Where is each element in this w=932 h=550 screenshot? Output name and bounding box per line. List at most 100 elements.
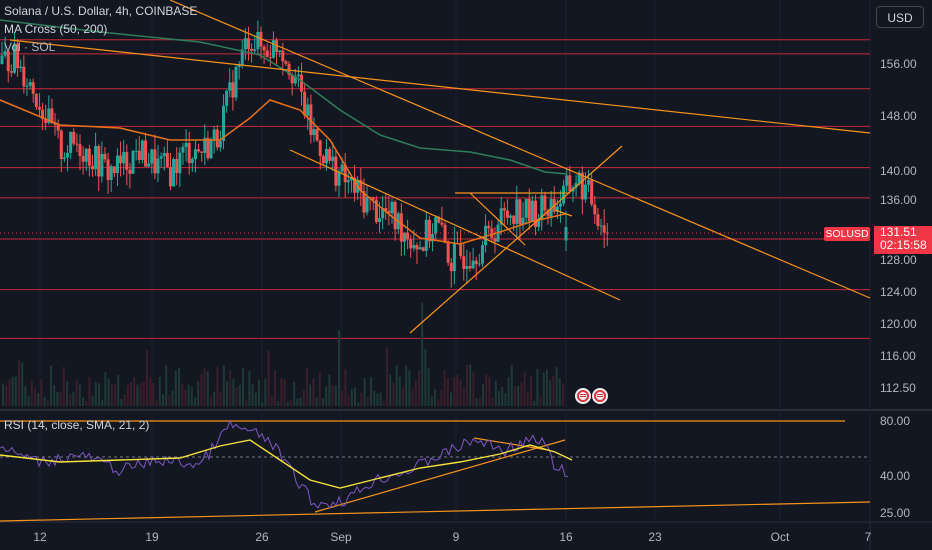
candle-body [477, 263, 481, 265]
volume-bar [475, 398, 478, 406]
price-axis-label: 116.00 [880, 349, 916, 363]
volume-bar [389, 374, 392, 406]
volume-bar [123, 394, 126, 406]
volume-bar [120, 399, 123, 406]
candle-body [168, 167, 172, 187]
volume-bar [162, 394, 164, 406]
price-axis-label: 140.00 [880, 164, 917, 178]
volume-bar [264, 378, 267, 406]
rsi-trend-line [314, 439, 566, 513]
volume-bar [222, 365, 225, 406]
volume-bar [370, 377, 372, 406]
flag-us-icon[interactable] [592, 388, 608, 404]
rsi-axis-label: 80.00 [880, 414, 910, 428]
candle-body [593, 204, 597, 215]
candle-body [56, 124, 60, 131]
trend-line-drawing [289, 149, 621, 301]
candle-body [193, 149, 197, 160]
currency-button[interactable]: USD [876, 6, 924, 28]
candle-body [268, 57, 272, 59]
candle-body [178, 152, 182, 174]
candle-body [184, 142, 188, 147]
volume-bar [53, 385, 56, 406]
candle-body [25, 85, 29, 87]
candle-body [574, 182, 578, 188]
ma-cross-legend[interactable]: MA Cross (50, 200) [4, 22, 108, 36]
candle-body [37, 106, 41, 110]
candle-body [90, 165, 94, 170]
candle-body [153, 149, 157, 174]
candle-body [537, 218, 541, 227]
volume-bar [254, 392, 257, 406]
candle-body [331, 156, 335, 161]
volume-bar [322, 398, 324, 406]
volume-legend[interactable]: Vol · SOL [4, 40, 56, 54]
ma50-line [0, 99, 566, 245]
candle-body [599, 225, 603, 227]
volume-bar [62, 366, 65, 406]
candle-body [387, 211, 391, 214]
candle-body [421, 247, 425, 251]
volume-bar [245, 400, 248, 406]
volume-bar [542, 372, 545, 406]
volume-bar [270, 395, 273, 406]
volume-bar [280, 378, 283, 406]
rsi-legend[interactable]: RSI (14, close, SMA, 21, 2) [4, 418, 150, 432]
volume-bar [165, 365, 168, 406]
candle-body [440, 222, 444, 225]
candle-body [509, 215, 513, 218]
candle-body [371, 197, 375, 200]
candle-body [402, 232, 406, 242]
candle-body [505, 210, 509, 218]
candle-body [484, 225, 488, 246]
candle-body [452, 243, 456, 272]
candle-body [515, 199, 519, 224]
last-price-value: 131.51 [880, 225, 917, 239]
volume-bar [552, 375, 555, 406]
candle-body [265, 50, 269, 58]
volume-bar [347, 395, 350, 406]
candle-body [490, 228, 494, 239]
candle-body [253, 49, 257, 51]
candle-body [365, 196, 369, 213]
candle-body [318, 140, 322, 157]
candle-body [521, 217, 525, 225]
volume-bar [21, 362, 24, 406]
candle-body [225, 90, 229, 106]
time-axis-label: 7 [865, 530, 872, 544]
volume-bar [242, 368, 244, 406]
candle-body [271, 40, 275, 58]
volume-bar [290, 399, 292, 406]
volume-bar [555, 366, 558, 406]
candle-body [246, 38, 250, 49]
candle-body [587, 180, 591, 185]
rsi-pane [0, 411, 870, 522]
candle-body [16, 43, 20, 69]
volume-bar [491, 397, 494, 406]
price-axis-label: 128.00 [880, 253, 917, 267]
volume-bar [334, 385, 337, 406]
flag-us-icon[interactable] [575, 388, 591, 404]
volume-bar [418, 370, 420, 406]
candle-body [50, 108, 54, 124]
volume-bar [248, 371, 251, 406]
volume-bar [146, 350, 148, 406]
candle-body [197, 149, 201, 152]
volume-bar [344, 369, 347, 406]
candle-body [62, 157, 66, 159]
candle-body [315, 129, 319, 141]
volume-bar [510, 365, 513, 406]
volume-bar [59, 391, 62, 406]
volume-bar [235, 387, 238, 406]
candle-body [28, 82, 32, 86]
candle-body [75, 143, 79, 145]
volume-bar [88, 376, 91, 406]
volume-bar [466, 364, 468, 406]
trend-line-drawing [554, 209, 573, 217]
candle-body [131, 150, 135, 174]
volume-bar [341, 390, 344, 406]
candle-body [499, 208, 503, 225]
candle-body [69, 131, 73, 153]
volume-bar [152, 382, 155, 406]
